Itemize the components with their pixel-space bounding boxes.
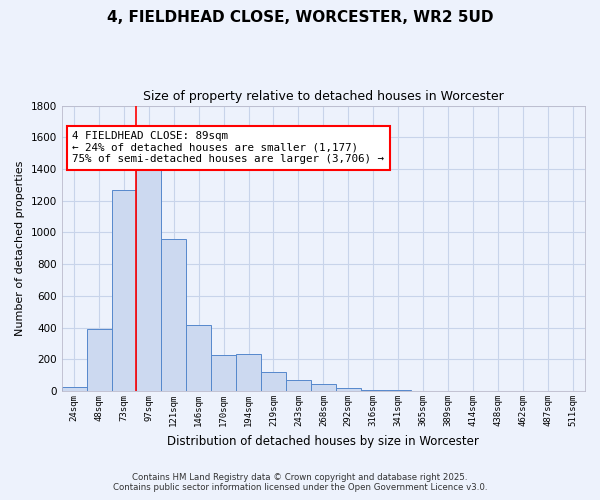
Bar: [62, 387, 86, 391]
Bar: [236, 354, 261, 391]
Bar: [112, 190, 136, 391]
Y-axis label: Number of detached properties: Number of detached properties: [15, 160, 25, 336]
Text: Contains HM Land Registry data © Crown copyright and database right 2025.
Contai: Contains HM Land Registry data © Crown c…: [113, 473, 487, 492]
Bar: [261, 372, 286, 391]
Bar: [286, 380, 311, 391]
Text: 4 FIELDHEAD CLOSE: 89sqm
← 24% of detached houses are smaller (1,177)
75% of sem: 4 FIELDHEAD CLOSE: 89sqm ← 24% of detach…: [72, 132, 384, 164]
Bar: [86, 330, 112, 391]
Bar: [161, 239, 186, 391]
Bar: [386, 390, 410, 391]
Bar: [211, 354, 236, 391]
X-axis label: Distribution of detached houses by size in Worcester: Distribution of detached houses by size …: [167, 434, 479, 448]
Title: Size of property relative to detached houses in Worcester: Size of property relative to detached ho…: [143, 90, 504, 103]
Text: 4, FIELDHEAD CLOSE, WORCESTER, WR2 5UD: 4, FIELDHEAD CLOSE, WORCESTER, WR2 5UD: [107, 10, 493, 25]
Bar: [186, 326, 211, 391]
Bar: [336, 388, 361, 391]
Bar: [361, 390, 386, 391]
Bar: [136, 169, 161, 391]
Bar: [311, 384, 336, 391]
